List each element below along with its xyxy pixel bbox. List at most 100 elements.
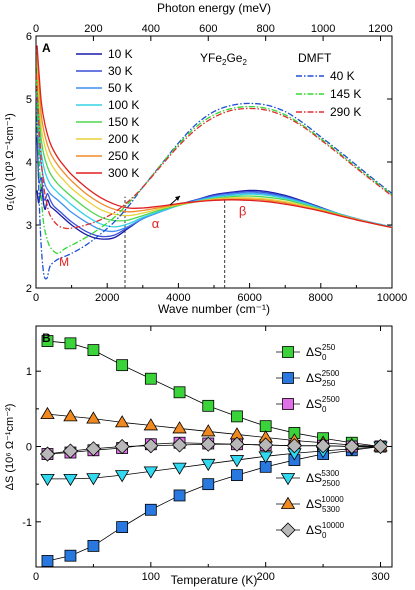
- legend-label: ΔS530010000: [306, 495, 344, 514]
- legend-entry: ΔS530010000: [276, 495, 344, 514]
- data-point: [86, 411, 101, 424]
- legend-label: 100 K: [108, 98, 139, 112]
- legend-label-sub: 5300: [322, 505, 340, 514]
- data-point: [64, 337, 77, 350]
- legend-label-sub: 250: [322, 379, 336, 388]
- panel-a-ticks: [35, 35, 393, 289]
- data-point: [85, 441, 101, 457]
- panel-a-annotations: Mα β: [59, 204, 246, 269]
- data-point: [143, 418, 159, 431]
- dmft-legend-label: 145 K: [330, 87, 361, 101]
- panel-b-y-axis-label: ΔS (10⁶ Ω⁻¹cm⁻²): [4, 404, 16, 491]
- legend-label-sub: 0: [322, 405, 327, 414]
- data-point: [286, 438, 302, 454]
- data-point: [144, 372, 157, 385]
- legend-label-sup: 10000: [321, 495, 344, 504]
- x-tick-label: 4000: [166, 292, 190, 304]
- data-point: [87, 540, 100, 552]
- legend-entry: ΔS2502500: [276, 369, 340, 388]
- x2-tick-label: 200: [84, 23, 102, 35]
- series-200k: [36, 57, 393, 229]
- x2-tick-label: 800: [256, 23, 274, 35]
- data-point: [280, 473, 296, 486]
- data-point: [41, 335, 54, 347]
- data-point: [40, 406, 55, 420]
- data-point: [172, 421, 187, 434]
- x2-tick-label: 1000: [311, 23, 335, 35]
- data-point: [315, 438, 331, 454]
- series-line: [47, 340, 381, 447]
- legend-label-main: ΔS: [306, 345, 322, 359]
- y-tick-label: 2: [26, 283, 32, 295]
- legend-label: ΔS02500: [306, 395, 340, 414]
- x2-axis-label: Photon energy (meV): [157, 1, 271, 15]
- data-point: [202, 399, 215, 412]
- x2-tick-label: 0: [33, 23, 39, 35]
- data-point: [116, 521, 129, 533]
- legend-label-sup: 5300: [321, 469, 339, 478]
- title-sub1: 2: [222, 58, 227, 67]
- dmft-series-40k: [35, 92, 393, 280]
- x-tick-label: 2000: [95, 292, 119, 304]
- data-point: [41, 555, 54, 567]
- legend-label: 30 K: [108, 64, 133, 78]
- legend-label: ΔS2502500: [306, 369, 340, 388]
- legend-label: 300 K: [108, 166, 139, 180]
- x2-tick-label: 1200: [368, 23, 392, 35]
- data-point: [280, 522, 296, 538]
- data-point: [87, 344, 100, 357]
- panel-a: 0 2000 4000 6000 8000 10000 0 200 400 600 800 1000 1…: [4, 1, 407, 316]
- data-point: [143, 438, 159, 454]
- panel-a-label: A: [42, 41, 51, 55]
- data-point: [282, 346, 294, 358]
- dmft-series-145k: [35, 80, 393, 255]
- data-point: [86, 473, 101, 486]
- legend-label-main: ΔS: [306, 371, 322, 385]
- data-point: [280, 496, 296, 509]
- legend-label-main: ΔS: [306, 497, 322, 511]
- temperature-arrow-head: [175, 196, 180, 201]
- legend-label-main: ΔS: [306, 523, 322, 537]
- panel-a-title: YFe2Ge2: [200, 51, 247, 67]
- data-point: [229, 455, 245, 468]
- data-point: [202, 478, 215, 491]
- data-point: [173, 489, 186, 502]
- series-100k: [36, 80, 393, 228]
- x2-tick-label: 400: [142, 23, 160, 35]
- dmft-legend-title: DMFT: [298, 51, 332, 65]
- y-tick-label: 0: [26, 442, 32, 454]
- title-mid: Ge: [226, 51, 242, 65]
- legend-entry: ΔS0250: [276, 343, 336, 362]
- x-tick-label: 0: [33, 571, 39, 583]
- data-point: [114, 438, 130, 455]
- panel-b-series: [39, 335, 389, 567]
- data-point: [63, 473, 78, 487]
- data-point: [39, 446, 56, 462]
- legend-label-sup: 2500: [322, 369, 340, 378]
- legend-entry: ΔS25005300: [276, 469, 340, 488]
- x-tick-label: 300: [371, 571, 389, 583]
- legend-label-sub: 2500: [322, 479, 340, 488]
- panel-b-x-axis-label: Temperature (K): [171, 573, 258, 587]
- data-point: [201, 424, 216, 437]
- series-150k: [36, 67, 393, 229]
- data-point: [114, 415, 130, 428]
- data-point: [143, 466, 159, 479]
- dmft-series-290k: [35, 73, 393, 230]
- annotation-m: M: [59, 255, 69, 269]
- legend-label: 250 K: [108, 149, 139, 163]
- legend-label-sup: 2500: [322, 395, 340, 404]
- panel-a-legend: 10 K 30 K 50 K 100 K 150 K 200 K 250 K 300 K: [76, 47, 139, 180]
- legend-entry: ΔS02500: [276, 395, 340, 414]
- legend-label: 150 K: [108, 115, 139, 129]
- panel-a-series: [35, 45, 393, 280]
- legend-label-main: ΔS: [306, 471, 322, 485]
- data-point: [229, 436, 245, 452]
- legend-label: ΔS25005300: [306, 469, 340, 488]
- legend-label-sub: 0: [322, 531, 327, 540]
- dmft-legend-label: 40 K: [330, 69, 355, 83]
- legend-label-sub: 0: [322, 353, 327, 362]
- data-point: [171, 437, 188, 453]
- panel-a-y-axis-label: σ₁(ω) (10³ Ω⁻¹cm⁻¹): [4, 113, 16, 211]
- panel-a-tick-labels: 0 2000 4000 6000 8000 10000 0 200 400 600 800 1000 1…: [26, 23, 407, 304]
